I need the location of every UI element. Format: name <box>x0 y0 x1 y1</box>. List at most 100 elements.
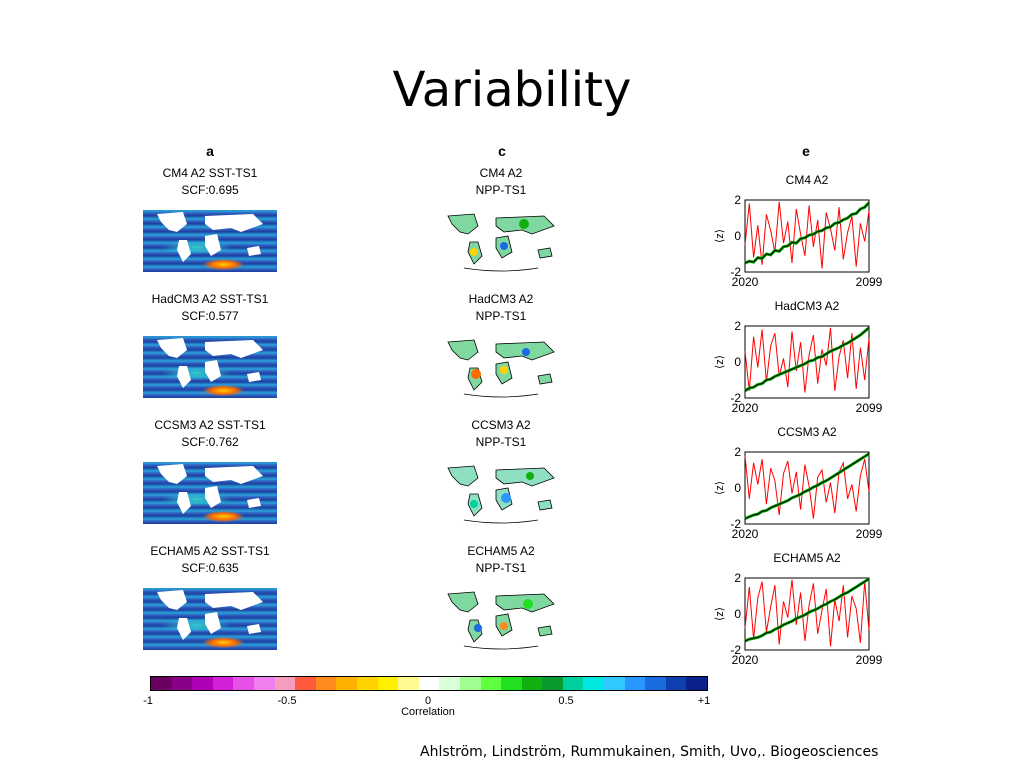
panel-title: HadCM3 A2 <box>775 299 840 313</box>
y-tick-label: 2 <box>734 193 741 207</box>
variability-series-line <box>744 455 870 519</box>
continents-overlay <box>157 464 263 514</box>
y-tick-label: 0 <box>734 229 741 243</box>
colorbar-swatch <box>624 677 646 690</box>
colorbar-swatch <box>542 677 563 690</box>
colorbar-swatch <box>398 677 419 690</box>
panel-a2-title: HadCM3 A2 SST-TS1 SCF:0.577 <box>151 292 269 323</box>
land-correlation-overlay <box>447 339 555 398</box>
colorbar-swatch <box>253 677 275 690</box>
land-correlation-overlay <box>447 465 555 524</box>
colorbar-tick: -1 <box>143 695 153 707</box>
colorbar-swatch <box>336 677 357 690</box>
panel-c4-title: ECHAM5 A2 NPP-TS1 <box>467 544 535 575</box>
colorbar-swatch <box>501 677 522 690</box>
x-tick-label: 2099 <box>856 527 883 541</box>
y-tick-label: 2 <box>734 445 741 459</box>
column-label-a: a <box>206 143 214 159</box>
colorbar-swatch <box>459 677 481 690</box>
citation: Ahlström, Lindström, Rummukainen, Smith,… <box>420 744 879 760</box>
y-tick-label: 2 <box>734 571 741 585</box>
x-tick-label: 2020 <box>732 527 759 541</box>
colorbar <box>150 676 708 691</box>
column-label-e: e <box>802 143 810 159</box>
panel-title: ECHAM5 A2 <box>773 551 841 565</box>
panel-a1-title: CM4 A2 SST-TS1 SCF:0.695 <box>162 166 258 197</box>
panel-c1-title: CM4 A2 NPP-TS1 <box>475 166 527 197</box>
colorbar-swatch <box>686 677 708 690</box>
sst-map-cm4 <box>143 210 277 272</box>
sst-map-ccsm3 <box>143 462 277 524</box>
trend-series-core-line <box>744 453 870 520</box>
colorbar-swatch <box>295 677 316 690</box>
y-axis-label: ⟨z⟩ <box>714 607 726 621</box>
trend-series-line <box>744 452 870 520</box>
continents-overlay <box>157 212 263 262</box>
variability-series-line <box>744 579 870 647</box>
colorbar-swatch <box>192 677 213 690</box>
x-tick-label: 2020 <box>732 653 759 667</box>
colorbar-swatch <box>645 677 666 690</box>
y-axis-label: ⟨z⟩ <box>714 355 726 369</box>
panel-c3-title: CCSM3 A2 NPP-TS1 <box>471 418 531 449</box>
y-axis-label: ⟨z⟩ <box>714 481 726 495</box>
panel-a3-title: CCSM3 A2 SST-TS1 SCF:0.762 <box>154 418 266 449</box>
colorbar-swatch <box>480 677 502 690</box>
land-correlation-overlay <box>447 213 555 272</box>
x-tick-label: 2020 <box>732 401 759 415</box>
panel-title: CM4 A2 <box>786 173 829 187</box>
variability-series-line <box>744 327 870 393</box>
plot-frame <box>744 577 870 651</box>
plot-frame <box>744 199 870 273</box>
colorbar-swatch <box>604 677 625 690</box>
colorbar-swatch <box>562 677 584 690</box>
colorbar-swatch <box>315 677 337 690</box>
variability-series-line <box>744 201 870 269</box>
sst-map-hadcm3 <box>143 336 277 398</box>
trend-series-core-line <box>744 327 870 392</box>
npp-map-hadcm3 <box>434 338 568 400</box>
trend-series-line <box>744 326 870 393</box>
colorbar-tick: -0.5 <box>277 695 297 707</box>
panel-title: CCSM3 A2 <box>777 425 837 439</box>
x-tick-label: 2099 <box>856 275 883 289</box>
npp-map-echam5 <box>434 590 568 652</box>
npp-map-cm4 <box>434 212 568 274</box>
colorbar-label: Correlation <box>401 706 455 718</box>
colorbar-swatch <box>233 677 254 690</box>
y-tick-label: -2 <box>730 517 741 531</box>
slide-title: Variability <box>392 62 632 118</box>
y-tick-label: 0 <box>734 481 741 495</box>
colorbar-swatch <box>171 677 193 690</box>
colorbar-swatch <box>151 677 172 690</box>
x-tick-label: 2099 <box>856 653 883 667</box>
y-tick-label: -2 <box>730 265 741 279</box>
npp-map-ccsm3 <box>434 464 568 526</box>
colorbar-swatch <box>212 677 234 690</box>
x-tick-label: 2099 <box>856 401 883 415</box>
land-correlation-overlay <box>447 591 555 650</box>
trend-series-core-line <box>744 202 870 264</box>
panel-a4-title: ECHAM5 A2 SST-TS1 SCF:0.635 <box>150 544 270 575</box>
continents-overlay <box>157 338 263 388</box>
colorbar-swatch <box>521 677 543 690</box>
colorbar-swatch <box>356 677 378 690</box>
colorbar-tick: 0 <box>424 695 432 707</box>
x-tick-label: 2020 <box>732 275 759 289</box>
colorbar-swatch <box>583 677 605 690</box>
y-tick-label: -2 <box>730 643 741 657</box>
continents-overlay <box>157 590 263 640</box>
colorbar-swatch <box>274 677 296 690</box>
column-label-c: c <box>498 143 506 159</box>
y-tick-label: 0 <box>734 607 741 621</box>
y-tick-label: -2 <box>730 391 741 405</box>
panel-c2-title: HadCM3 A2 NPP-TS1 <box>468 292 534 323</box>
y-tick-label: 2 <box>734 319 741 333</box>
colorbar-swatch <box>439 677 460 690</box>
y-axis-label: ⟨z⟩ <box>714 229 726 243</box>
trend-series-core-line <box>744 578 870 642</box>
y-tick-label: 0 <box>734 355 741 369</box>
colorbar-tick: +1 <box>697 695 711 707</box>
colorbar-swatch <box>418 677 440 690</box>
